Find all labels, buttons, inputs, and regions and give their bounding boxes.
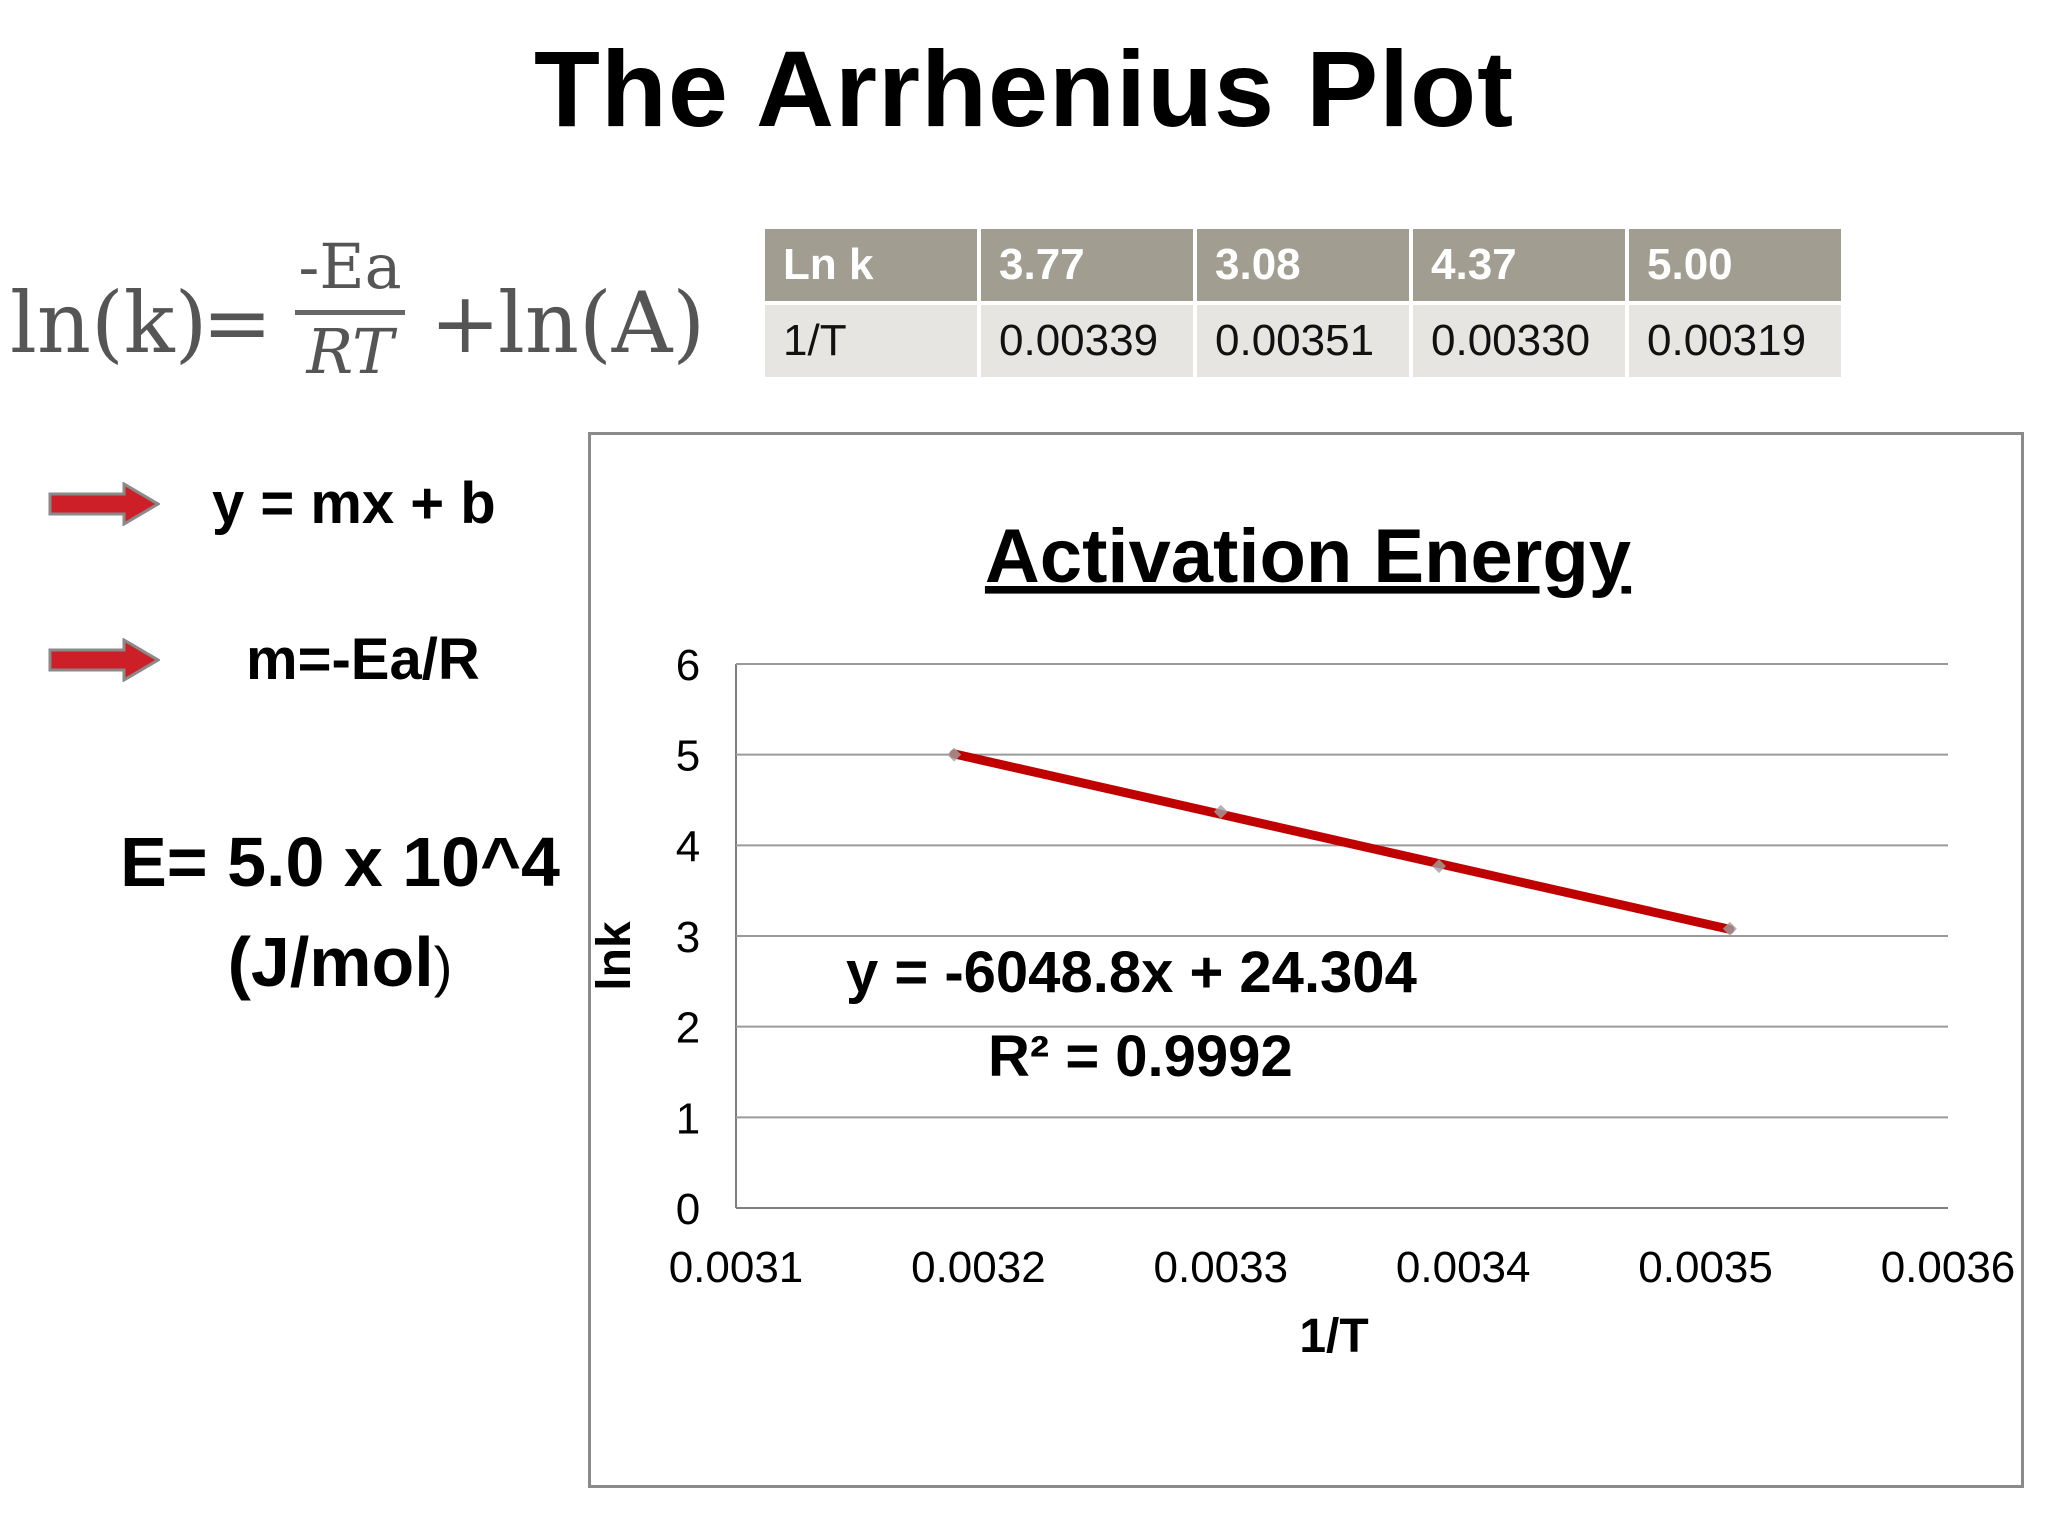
table-header-label: Ln k — [765, 229, 977, 301]
formula-denominator: RT — [306, 315, 394, 388]
x-tick-label: 0.0033 — [1154, 1243, 1289, 1292]
table-cell: 0.00339 — [981, 305, 1193, 377]
activation-energy-chart: Activation Energy 0 1 2 3 4 5 6 0.0031 0.0032 0.… — [588, 514, 2016, 1363]
trendline — [949, 749, 1735, 934]
x-tick-label: 0.0031 — [669, 1243, 804, 1292]
y-tick-label: 0 — [676, 1185, 700, 1234]
chart-title: Activation Energy — [985, 514, 1631, 599]
data-point — [1213, 804, 1228, 819]
y-tick-label: 6 — [676, 641, 700, 690]
formula-lhs: ln(k) — [10, 274, 208, 372]
trendline-equation: y = -6048.8x + 24.304 — [846, 940, 1417, 1005]
table-header-cell: 4.37 — [1413, 229, 1625, 301]
formula-fraction: -Ea RT — [295, 232, 405, 385]
table-header-cell: 3.08 — [1197, 229, 1409, 301]
trendline-r2: R² = 0.9992 — [988, 1024, 1293, 1089]
red-arrow-icon — [48, 482, 160, 526]
energy-units-paren: ) — [433, 935, 453, 998]
chart-frame — [588, 432, 2024, 1488]
slide-title: The Arrhenius Plot — [533, 28, 1515, 149]
y-axis-label: lnk — [588, 921, 641, 991]
table-row-label: 1/T — [765, 305, 977, 377]
formula-rhs: ln(A) — [498, 274, 706, 372]
table-header-cell: 5.00 — [1629, 229, 1841, 301]
activation-energy-result: E= 5.0 x 10^4 (J/mol) — [60, 812, 620, 1017]
table-row: 1/T 0.00339 0.00351 0.00330 0.00319 — [765, 305, 1841, 377]
energy-value: E= 5.0 x 10^4 — [120, 823, 560, 901]
arrhenius-formula: ln(k) = -Ea RT + ln(A) — [10, 232, 710, 402]
formula-plus: + — [430, 274, 501, 372]
x-tick-label: 0.0034 — [1396, 1243, 1531, 1292]
y-tick-label: 2 — [676, 1004, 700, 1053]
table-cell: 0.00330 — [1413, 305, 1625, 377]
energy-units-text: (J/mol — [227, 923, 434, 1001]
formula-equals: = — [202, 274, 273, 372]
x-tick-label: 0.0036 — [1881, 1243, 2016, 1292]
table-header-cell: 3.77 — [981, 229, 1193, 301]
formula-numerator: -Ea — [298, 230, 402, 303]
data-table: Ln k 3.77 3.08 4.37 5.00 1/T 0.00339 0.0… — [761, 225, 1845, 381]
data-point — [1431, 859, 1446, 874]
y-tick-label: 5 — [676, 732, 700, 781]
table-header-row: Ln k 3.77 3.08 4.37 5.00 — [765, 229, 1841, 301]
red-arrow-icon — [48, 638, 160, 682]
energy-units: (J/mol) — [60, 912, 620, 1017]
y-tick-label: 4 — [676, 822, 700, 871]
slope-equation-text: m=-Ea/R — [246, 627, 480, 692]
y-tick-label: 1 — [676, 1094, 700, 1143]
data-point — [947, 747, 962, 762]
y-tick-label: 3 — [676, 913, 700, 962]
x-axis-label: 1/T — [1299, 1310, 1368, 1363]
table-cell: 0.00319 — [1629, 305, 1841, 377]
x-tick-label: 0.0035 — [1638, 1243, 1773, 1292]
data-point — [1722, 921, 1737, 936]
x-tick-label: 0.0032 — [911, 1243, 1046, 1292]
table-cell: 0.00351 — [1197, 305, 1409, 377]
line-equation-text: y = mx + b — [212, 471, 496, 536]
fraction-bar — [295, 310, 405, 315]
